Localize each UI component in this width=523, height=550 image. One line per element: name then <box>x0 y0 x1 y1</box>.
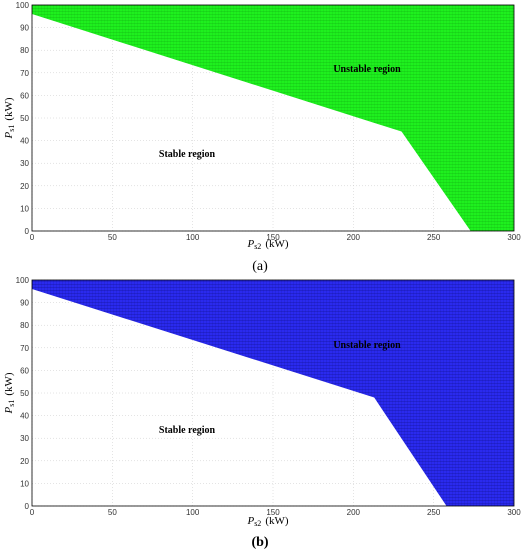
y-axis-label-main-b: P <box>3 407 15 415</box>
x-axis-label-sub-b: s2 <box>254 519 261 528</box>
x-axis-label-b: Ps2 (kW) <box>246 515 288 528</box>
y-tick-label: 80 <box>20 321 29 330</box>
x-tick-label: 50 <box>108 233 117 242</box>
panel-label-a: (a) <box>252 259 268 274</box>
y-tick-label: 40 <box>20 137 29 146</box>
y-tick-label: 60 <box>20 366 29 375</box>
x-tick-labels-a: 0 50 100 150 200 250 300 <box>30 233 521 242</box>
y-tick-label: 20 <box>20 457 29 466</box>
y-axis-label-unit-b: (kW) <box>3 372 15 396</box>
x-tick-label: 300 <box>507 508 521 517</box>
y-axis-label-sub-b: s1 <box>7 400 16 407</box>
x-tick-label: 250 <box>427 233 441 242</box>
x-tick-label: 0 <box>30 233 35 242</box>
y-tick-label: 100 <box>16 1 30 10</box>
y-tick-label: 100 <box>16 276 30 285</box>
annotation-unstable-region-a: Unstable region <box>333 64 401 75</box>
y-axis-label-b: Ps1 (kW) <box>3 372 16 414</box>
x-axis-label-main-b: P <box>246 515 254 527</box>
y-tick-label: 60 <box>20 91 29 100</box>
plot-frame-a <box>31 4 515 232</box>
chart-panel-b: 0 50 100 150 200 250 300 0 10 20 30 40 50 60 70 80 90 10… <box>3 276 521 550</box>
y-tick-label: 50 <box>20 114 29 123</box>
unstable-region-fill-b <box>32 280 514 506</box>
y-tick-label: 40 <box>20 412 29 421</box>
y-tick-label: 80 <box>20 46 29 55</box>
chart-panel-a: 0 50 100 150 200 250 300 0 10 20 30 40 50 60 70 80 90 10… <box>3 1 521 274</box>
y-tick-label: 90 <box>20 24 29 33</box>
y-tick-label: 0 <box>25 227 30 236</box>
y-tick-label: 0 <box>25 502 30 511</box>
y-tick-labels-a: 0 10 20 30 40 50 60 70 80 90 100 <box>16 1 30 236</box>
x-tick-label: 0 <box>30 508 35 517</box>
x-axis-label-a: Ps2 (kW) <box>246 238 288 251</box>
plot-frame-b <box>31 279 515 507</box>
annotation-stable-region-a: Stable region <box>159 149 216 160</box>
x-tick-label: 150 <box>266 233 280 242</box>
x-tick-label: 250 <box>427 508 441 517</box>
panel-label-b: (b) <box>251 535 268 550</box>
x-tick-label: 200 <box>347 508 361 517</box>
annotation-unstable-region-b: Unstable region <box>333 340 401 351</box>
y-axis-label-unit-a: (kW) <box>3 97 15 121</box>
x-tick-labels-b: 0 50 100 150 200 250 300 <box>30 508 521 517</box>
y-tick-label: 70 <box>20 69 29 78</box>
x-axis-label-main-a: P <box>246 238 254 250</box>
x-axis-label-unit-a: (kW) <box>265 238 289 250</box>
x-tick-label: 200 <box>347 233 361 242</box>
x-tick-label: 150 <box>266 508 280 517</box>
y-tick-label: 70 <box>20 344 29 353</box>
x-axis-label-unit-b: (kW) <box>265 515 289 527</box>
y-axis-label-sub-a: s1 <box>7 125 16 132</box>
x-axis-label-sub-a: s2 <box>254 242 261 251</box>
y-tick-label: 10 <box>20 479 29 488</box>
y-tick-label: 20 <box>20 182 29 191</box>
annotation-stable-region-b: Stable region <box>159 425 216 436</box>
y-tick-labels-b: 0 10 20 30 40 50 60 70 80 90 100 <box>16 276 30 511</box>
y-tick-label: 30 <box>20 434 29 443</box>
y-axis-label-a: Ps1 (kW) <box>3 97 16 139</box>
y-axis-label-main-a: P <box>3 132 15 140</box>
x-tick-label: 100 <box>186 508 200 517</box>
unstable-region-fill-a <box>32 5 514 231</box>
y-tick-label: 10 <box>20 204 29 213</box>
y-tick-label: 50 <box>20 389 29 398</box>
y-tick-label: 30 <box>20 159 29 168</box>
x-tick-label: 50 <box>108 508 117 517</box>
x-tick-label: 300 <box>507 233 521 242</box>
y-tick-label: 90 <box>20 299 29 308</box>
x-tick-label: 100 <box>186 233 200 242</box>
